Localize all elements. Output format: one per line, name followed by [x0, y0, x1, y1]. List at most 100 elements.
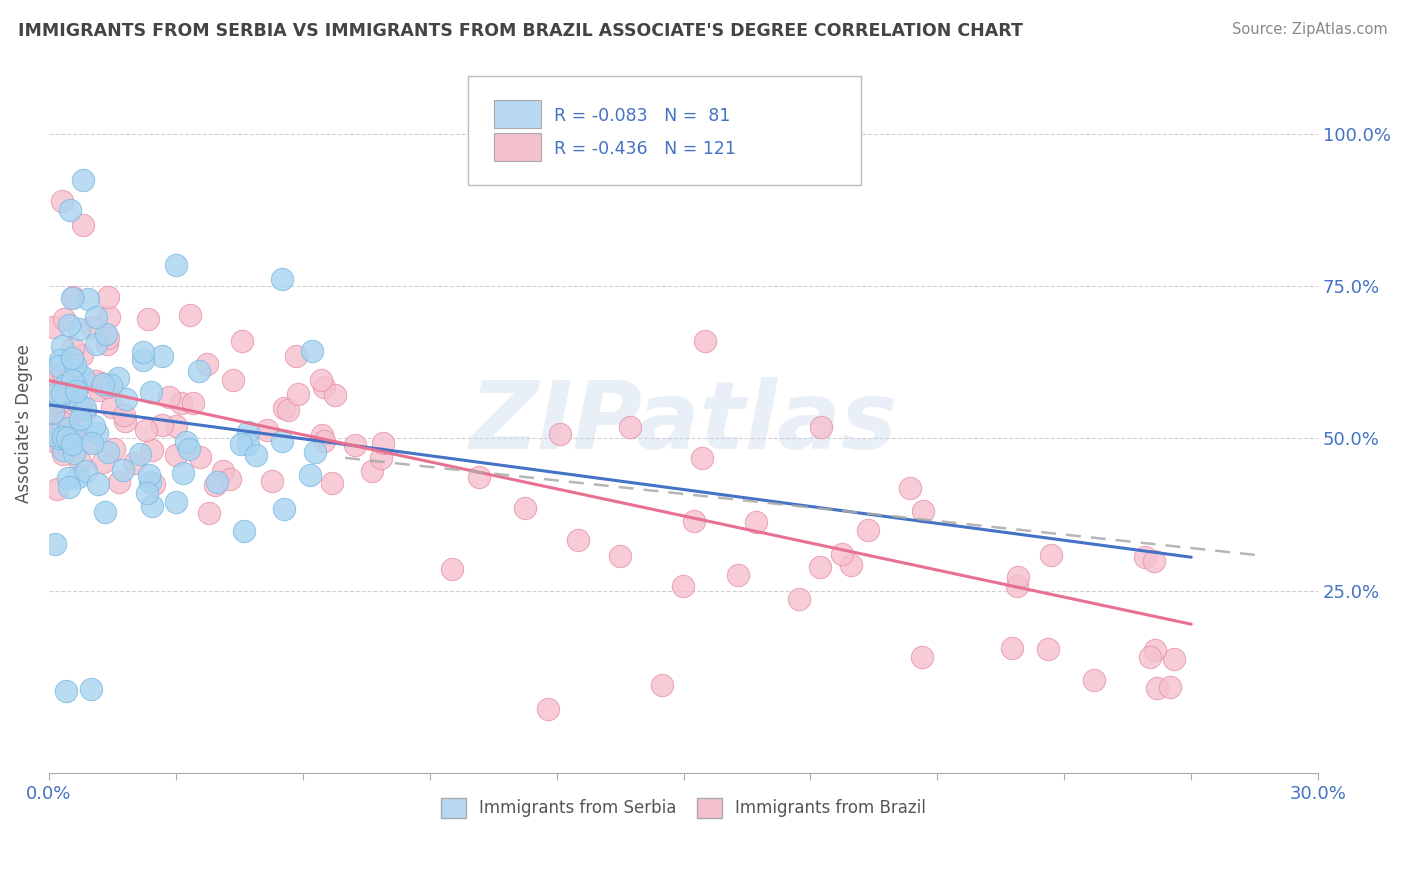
Point — [205, 475, 228, 489]
Point — [46, 386, 69, 401]
Point — [172, 467, 194, 481]
Point — [42, 417, 65, 431]
Point — [314, 380, 336, 394]
Point — [139, 475, 162, 490]
Point — [370, 451, 392, 466]
Point — [52, 312, 75, 326]
Point — [311, 428, 333, 442]
Point — [1007, 570, 1029, 584]
Point — [609, 549, 631, 563]
Point — [270, 434, 292, 449]
Point — [86, 477, 108, 491]
Point — [619, 420, 641, 434]
Point — [94, 326, 117, 341]
Point — [1000, 641, 1022, 656]
Point — [287, 386, 309, 401]
Point — [165, 418, 187, 433]
Point — [107, 370, 129, 384]
Point — [73, 401, 96, 415]
Point — [97, 444, 120, 458]
Point — [103, 442, 125, 457]
Point — [112, 408, 135, 422]
Point — [80, 436, 103, 450]
Point — [810, 420, 832, 434]
Point — [256, 423, 278, 437]
Point — [672, 579, 695, 593]
Point — [141, 442, 163, 457]
Point — [839, 558, 862, 572]
Point — [52, 447, 75, 461]
Point — [91, 377, 114, 392]
Point — [66, 470, 89, 484]
Point — [219, 472, 242, 486]
Point — [56, 431, 79, 445]
Point — [548, 427, 571, 442]
Point — [60, 291, 83, 305]
Point — [52, 442, 75, 457]
Point — [177, 442, 200, 456]
Point — [60, 425, 83, 439]
Point — [56, 374, 79, 388]
Point — [1143, 642, 1166, 657]
Point — [58, 318, 80, 332]
Point — [311, 373, 333, 387]
Point — [245, 449, 267, 463]
Point — [236, 425, 259, 440]
Point — [1159, 680, 1181, 694]
Point — [42, 368, 65, 382]
Point — [298, 468, 321, 483]
Text: IMMIGRANTS FROM SERBIA VS IMMIGRANTS FROM BRAZIL ASSOCIATE'S DEGREE CORRELATION : IMMIGRANTS FROM SERBIA VS IMMIGRANTS FRO… — [18, 22, 1024, 40]
Point — [70, 348, 93, 362]
Point — [63, 390, 86, 404]
Point — [80, 682, 103, 697]
Point — [69, 399, 91, 413]
Point — [165, 448, 187, 462]
Point — [188, 450, 211, 465]
Point — [52, 366, 75, 380]
Point — [63, 358, 86, 372]
Point — [55, 442, 77, 457]
Text: ZIPatlas: ZIPatlas — [470, 377, 897, 469]
Point — [808, 559, 831, 574]
Point — [48, 359, 70, 373]
Point — [221, 373, 243, 387]
Point — [361, 464, 384, 478]
Point — [858, 523, 880, 537]
Point — [165, 495, 187, 509]
Point — [204, 477, 226, 491]
Point — [65, 379, 87, 393]
Point — [58, 421, 80, 435]
Point — [53, 378, 76, 392]
Point — [537, 702, 560, 716]
Point — [1083, 673, 1105, 688]
Point — [76, 292, 98, 306]
Point — [67, 322, 90, 336]
Point — [75, 404, 97, 418]
Point — [84, 374, 107, 388]
Point — [60, 351, 83, 365]
Point — [150, 417, 173, 432]
Point — [62, 436, 84, 450]
Point — [165, 258, 187, 272]
Point — [97, 290, 120, 304]
Point — [65, 428, 87, 442]
Text: R = -0.436   N = 121: R = -0.436 N = 121 — [554, 140, 735, 158]
Point — [42, 388, 65, 402]
Point — [170, 396, 193, 410]
Text: R = -0.083   N =  81: R = -0.083 N = 81 — [554, 107, 731, 125]
Point — [304, 445, 326, 459]
Point — [115, 392, 138, 407]
Point — [131, 344, 153, 359]
Point — [1139, 650, 1161, 665]
Point — [513, 500, 536, 515]
Point — [138, 468, 160, 483]
Point — [107, 475, 129, 489]
Legend: Immigrants from Serbia, Immigrants from Brazil: Immigrants from Serbia, Immigrants from … — [434, 791, 932, 824]
Point — [58, 376, 80, 391]
Point — [911, 650, 934, 665]
Point — [1142, 554, 1164, 568]
Point — [60, 373, 83, 387]
Point — [84, 310, 107, 324]
FancyBboxPatch shape — [495, 133, 541, 161]
Point — [98, 310, 121, 325]
